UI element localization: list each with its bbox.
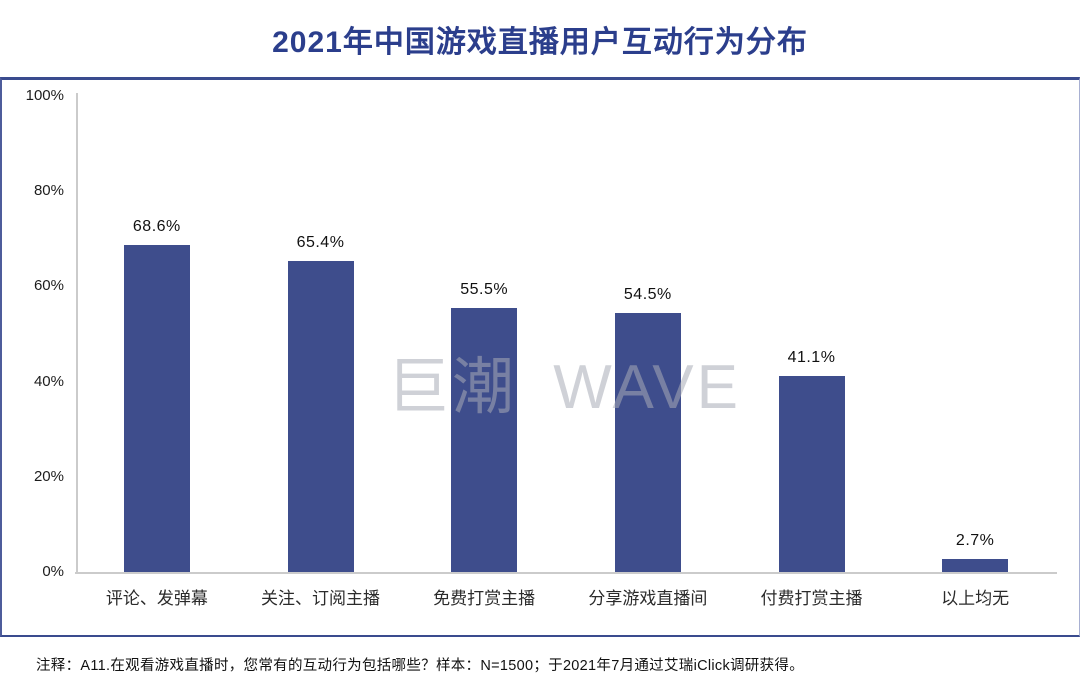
x-axis-label: 免费打赏主播	[433, 589, 536, 608]
x-axis-line	[75, 572, 1057, 574]
x-axis-label: 付费打赏主播	[760, 589, 863, 608]
bar-value-label: 68.6%	[132, 218, 181, 236]
chart-title: 2021年中国游戏直播用户互动行为分布	[272, 26, 808, 59]
bar-value-label: 41.1%	[787, 349, 836, 367]
bar-3	[451, 307, 518, 572]
bar-value-label: 2.7%	[955, 532, 995, 550]
bar-value-label: 54.5%	[623, 285, 672, 303]
bar-value-label: 55.5%	[460, 280, 509, 298]
chart-footer: 注释：A11.在观看游戏直播时，您常有的互动行为包括哪些？样本：N=1500；于…	[0, 637, 1080, 700]
chart-area: 100% 80% 60% 40% 20% 0% 68.6% 65.4% 55.5% 54.5% 4…	[0, 77, 1080, 637]
footnote-text: 注释：A11.在观看游戏直播时，您常有的互动行为包括哪些？样本：N=1500；于…	[36, 658, 805, 674]
bar-1	[123, 245, 190, 572]
bar-5	[778, 376, 845, 572]
x-axis-label: 评论、发弹幕	[105, 589, 208, 608]
y-tick-label: 100%	[25, 87, 64, 104]
y-tick-label: 40%	[33, 372, 64, 390]
y-tick-label: 60%	[33, 277, 64, 295]
x-axis-label: 分享游戏直播间	[588, 589, 708, 608]
bar-4	[614, 312, 681, 572]
x-axis-label: 以上均无	[941, 589, 1010, 608]
bar-2	[287, 260, 354, 572]
y-tick-label: 80%	[33, 182, 64, 200]
x-axis-label: 关注、订阅主播	[261, 589, 380, 608]
bar-6	[942, 559, 1009, 572]
y-tick-label: 0%	[42, 563, 64, 580]
chart-header: 2021年中国游戏直播用户互动行为分布	[0, 0, 1080, 77]
y-tick-label: 20%	[33, 467, 64, 485]
y-axis-line	[76, 93, 78, 572]
bar-value-label: 65.4%	[296, 233, 345, 251]
